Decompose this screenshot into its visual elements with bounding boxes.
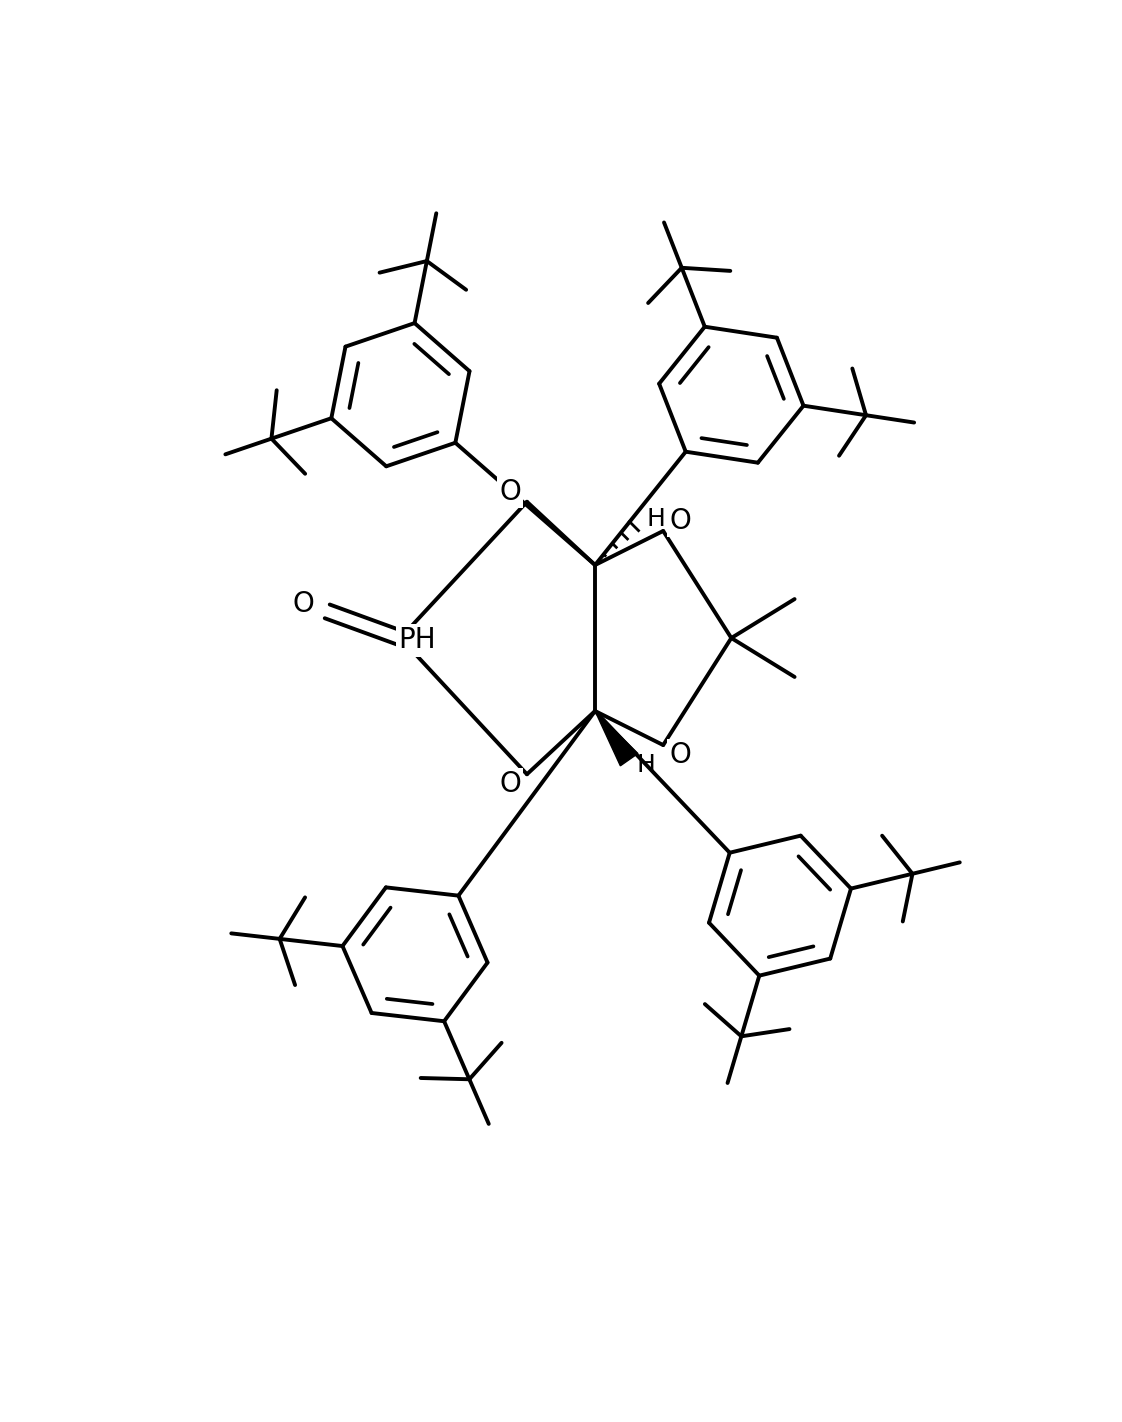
Text: H: H xyxy=(636,752,655,776)
Text: PH: PH xyxy=(398,627,435,654)
Text: O: O xyxy=(670,741,691,769)
Polygon shape xyxy=(595,711,638,766)
Text: O: O xyxy=(292,590,314,619)
Text: O: O xyxy=(670,508,691,535)
Text: O: O xyxy=(499,478,521,506)
Text: O: O xyxy=(499,769,521,798)
Text: H: H xyxy=(646,506,665,530)
